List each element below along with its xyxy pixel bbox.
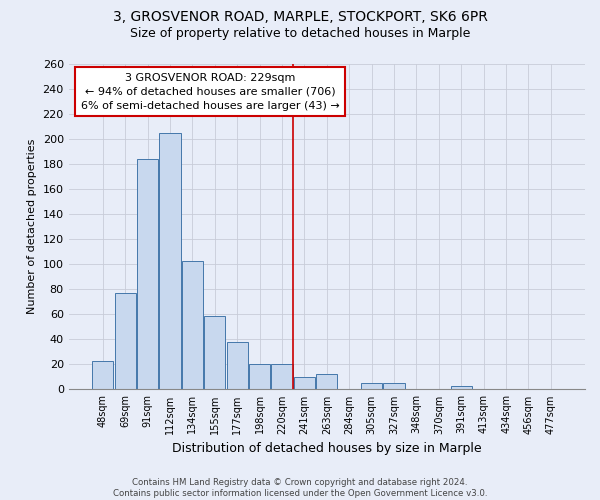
Bar <box>92 360 113 390</box>
Bar <box>451 386 472 390</box>
Text: Size of property relative to detached houses in Marple: Size of property relative to detached ho… <box>130 28 470 40</box>
Text: 3 GROSVENOR ROAD: 229sqm
← 94% of detached houses are smaller (706)
6% of semi-d: 3 GROSVENOR ROAD: 229sqm ← 94% of detach… <box>81 73 340 111</box>
Bar <box>361 383 382 390</box>
Bar <box>227 342 248 390</box>
Bar <box>204 316 226 390</box>
Bar <box>383 383 404 390</box>
Bar <box>271 364 293 390</box>
Bar <box>316 374 337 390</box>
Bar <box>182 260 203 390</box>
Bar <box>249 364 270 390</box>
Y-axis label: Number of detached properties: Number of detached properties <box>27 139 37 314</box>
Bar <box>160 133 181 390</box>
Bar <box>137 159 158 390</box>
Text: Contains HM Land Registry data © Crown copyright and database right 2024.
Contai: Contains HM Land Registry data © Crown c… <box>113 478 487 498</box>
Bar <box>115 293 136 390</box>
Bar <box>294 377 315 390</box>
Text: 3, GROSVENOR ROAD, MARPLE, STOCKPORT, SK6 6PR: 3, GROSVENOR ROAD, MARPLE, STOCKPORT, SK… <box>113 10 487 24</box>
X-axis label: Distribution of detached houses by size in Marple: Distribution of detached houses by size … <box>172 442 482 455</box>
